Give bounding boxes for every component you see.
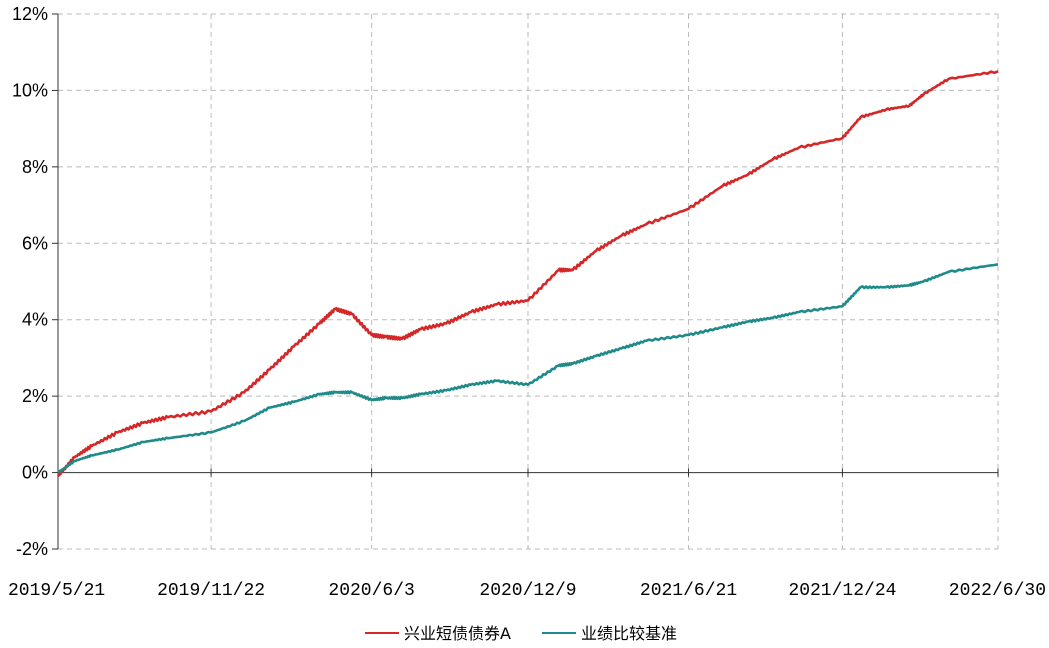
series-line-1 (56, 70, 999, 478)
series-line-2 (57, 263, 999, 474)
x-tick-label: 2019/11/22 (157, 581, 265, 601)
series-lines (56, 70, 999, 478)
x-tick-label: 2021/12/24 (788, 581, 896, 601)
x-tick-label: 2022/6/30 (949, 581, 1046, 601)
y-tick-label: 0% (22, 463, 48, 483)
y-axis-ticks: -2% 0% 2% 4% 6% 8% 10% 12% (12, 4, 58, 559)
y-tick-label: 6% (22, 233, 48, 253)
y-tick-label: 8% (22, 157, 48, 177)
x-tick-label: 2020/12/9 (479, 581, 576, 601)
x-tick-label: 2020/6/3 (328, 581, 414, 601)
y-tick-label: 4% (22, 310, 48, 330)
legend: 兴业短债债券A 业绩比较基准 (365, 624, 677, 643)
y-tick-label: 10% (12, 80, 48, 100)
y-tick-label: -2% (16, 539, 48, 559)
x-axis-ticks: 2019/5/21 2019/11/22 2020/6/3 2020/12/9 2021… (8, 468, 1046, 601)
grid-lines (58, 13, 999, 550)
legend-label-series-1: 兴业短债债券A (404, 624, 511, 643)
y-tick-label: 12% (12, 4, 48, 24)
legend-label-series-2: 业绩比较基准 (581, 624, 677, 643)
x-tick-label: 2019/5/21 (8, 581, 105, 601)
x-tick-label: 2021/6/21 (640, 581, 737, 601)
y-tick-label: 2% (22, 386, 48, 406)
